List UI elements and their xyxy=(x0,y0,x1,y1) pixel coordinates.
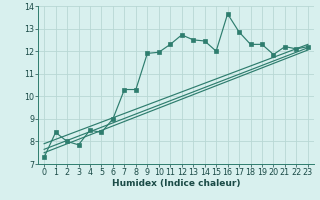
X-axis label: Humidex (Indice chaleur): Humidex (Indice chaleur) xyxy=(112,179,240,188)
